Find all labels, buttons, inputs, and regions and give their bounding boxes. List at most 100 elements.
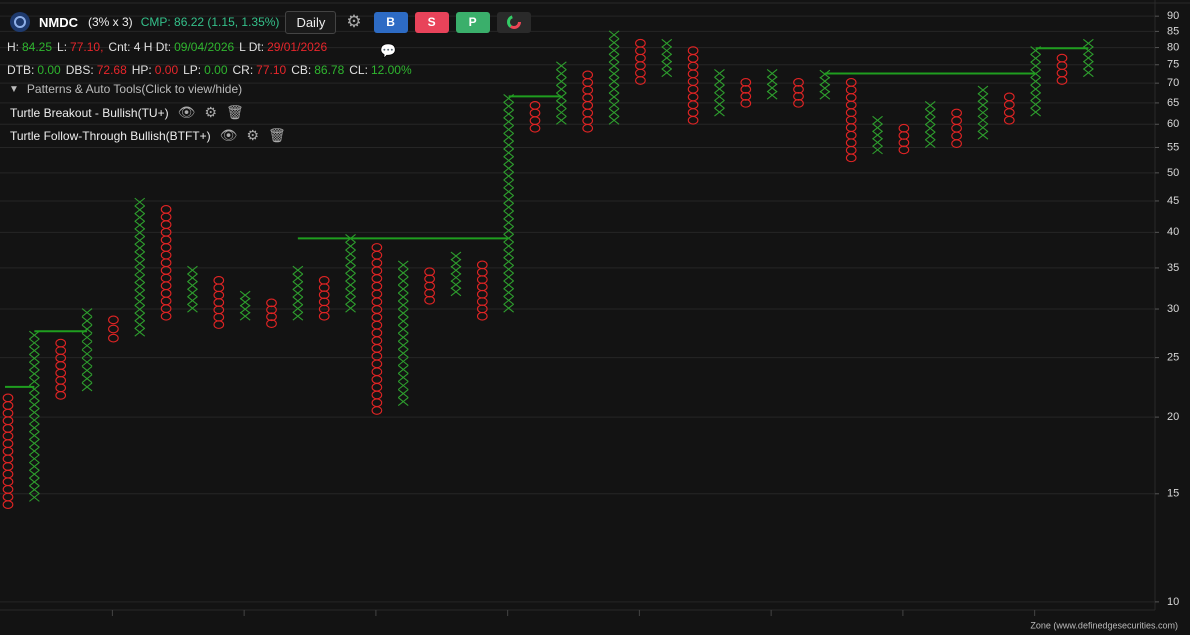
o-column <box>160 205 172 321</box>
x-box <box>1030 92 1041 102</box>
trash-icon[interactable]: 🗑 <box>267 127 286 143</box>
header-row: NMDC (3% x 3) CMP: 86.22 (1.15, 1.35%) D… <box>7 10 538 34</box>
x-box <box>29 454 40 464</box>
x-box <box>134 197 146 207</box>
o-box <box>266 305 277 315</box>
x-box <box>1030 99 1041 109</box>
x-box <box>556 69 567 79</box>
x-box <box>977 100 989 110</box>
x-column <box>503 94 514 313</box>
patterns-toggle-text[interactable]: Patterns & Auto Tools(Click to view/hide… <box>26 82 243 96</box>
x-box <box>29 469 40 479</box>
y-tick-label: 55 <box>1167 141 1179 153</box>
x-box <box>661 46 673 56</box>
p-button[interactable]: P <box>455 11 490 33</box>
x-box <box>714 76 725 86</box>
eye-icon[interactable]: 👁 <box>219 127 238 143</box>
x-box <box>134 243 146 253</box>
x-box <box>556 76 567 86</box>
x-box <box>503 171 514 181</box>
x-box <box>239 311 251 321</box>
x-box <box>345 264 356 274</box>
x-column <box>766 69 778 100</box>
x-box <box>608 92 620 102</box>
o-column <box>318 276 330 321</box>
x-column <box>29 330 40 502</box>
x-box <box>450 251 462 261</box>
x-box <box>134 274 146 284</box>
x-box <box>608 45 620 55</box>
sell-button[interactable]: S <box>414 11 449 33</box>
pattern-row: Turtle Follow-Through Bullish(BTFT+) 👁 ⚙ 🗑 <box>10 127 286 144</box>
x-box <box>714 69 725 78</box>
x-box <box>81 374 93 384</box>
x-box <box>81 341 93 351</box>
stat-label: CL: <box>349 63 368 77</box>
o-column <box>213 276 225 329</box>
eye-icon[interactable]: 👁 <box>177 104 196 120</box>
stat-label: HP: <box>131 63 152 77</box>
o-box <box>793 91 804 101</box>
x-box <box>397 316 409 326</box>
x-box <box>714 107 725 117</box>
x-box <box>503 280 514 290</box>
timeframe[interactable]: Daily <box>285 10 337 34</box>
stat-label: L Dt: <box>239 40 265 54</box>
o-box <box>845 153 857 163</box>
y-tick-label: 35 <box>1167 262 1179 274</box>
x-box <box>924 131 936 141</box>
o-box <box>582 123 594 133</box>
o-box <box>213 320 225 329</box>
x-box <box>397 260 409 270</box>
x-box <box>292 296 304 306</box>
x-box <box>556 100 567 110</box>
stat-value: 0.00 <box>37 63 61 77</box>
x-box <box>134 320 146 329</box>
buy-button[interactable]: B <box>373 11 408 33</box>
o-box <box>108 324 119 334</box>
trash-icon[interactable]: 🗑 <box>225 104 244 120</box>
x-box <box>187 303 198 313</box>
ring-button[interactable] <box>496 11 531 33</box>
patterns-toggle[interactable]: ▼ Patterns & Auto Tools(Click to view/hid… <box>9 82 243 96</box>
o-box <box>371 406 383 415</box>
x-box <box>345 295 356 305</box>
x-box <box>503 140 514 150</box>
x-box <box>766 83 778 93</box>
x-box <box>503 226 514 235</box>
x-box <box>1083 68 1094 78</box>
x-box <box>608 30 620 40</box>
y-tick-label: 80 <box>1167 41 1179 53</box>
o-box <box>476 311 488 321</box>
x-box <box>81 365 93 375</box>
y-tick-label: 70 <box>1167 77 1179 89</box>
o-box <box>1056 76 1068 85</box>
x-box <box>608 100 620 110</box>
o-column <box>55 338 67 400</box>
stat-value: 86.78 <box>314 63 345 77</box>
x-box <box>81 316 93 326</box>
x-box <box>503 109 514 119</box>
x-column <box>977 85 989 140</box>
stat-value: 12.00% <box>370 63 412 77</box>
x-box <box>872 123 883 133</box>
stat-value: 29/01/2026 <box>267 40 328 54</box>
x-box <box>608 108 620 117</box>
comment-icon[interactable]: 💬 <box>380 43 397 58</box>
x-box <box>556 108 567 117</box>
gear-icon[interactable]: ⚙ <box>204 104 217 120</box>
stat-label: LP: <box>183 63 202 77</box>
y-tick-label: 60 <box>1167 118 1179 130</box>
x-box <box>450 258 462 268</box>
x-box <box>608 77 620 86</box>
x-box <box>766 90 778 100</box>
gear-icon[interactable]: ⚙ <box>246 127 259 143</box>
settings-icon[interactable]: ⚙ <box>346 12 362 31</box>
o-column <box>635 38 646 85</box>
x-box <box>450 273 462 282</box>
x-box <box>134 297 146 307</box>
x-box <box>345 272 356 282</box>
y-tick-label: 30 <box>1167 303 1179 315</box>
x-box <box>977 123 989 133</box>
